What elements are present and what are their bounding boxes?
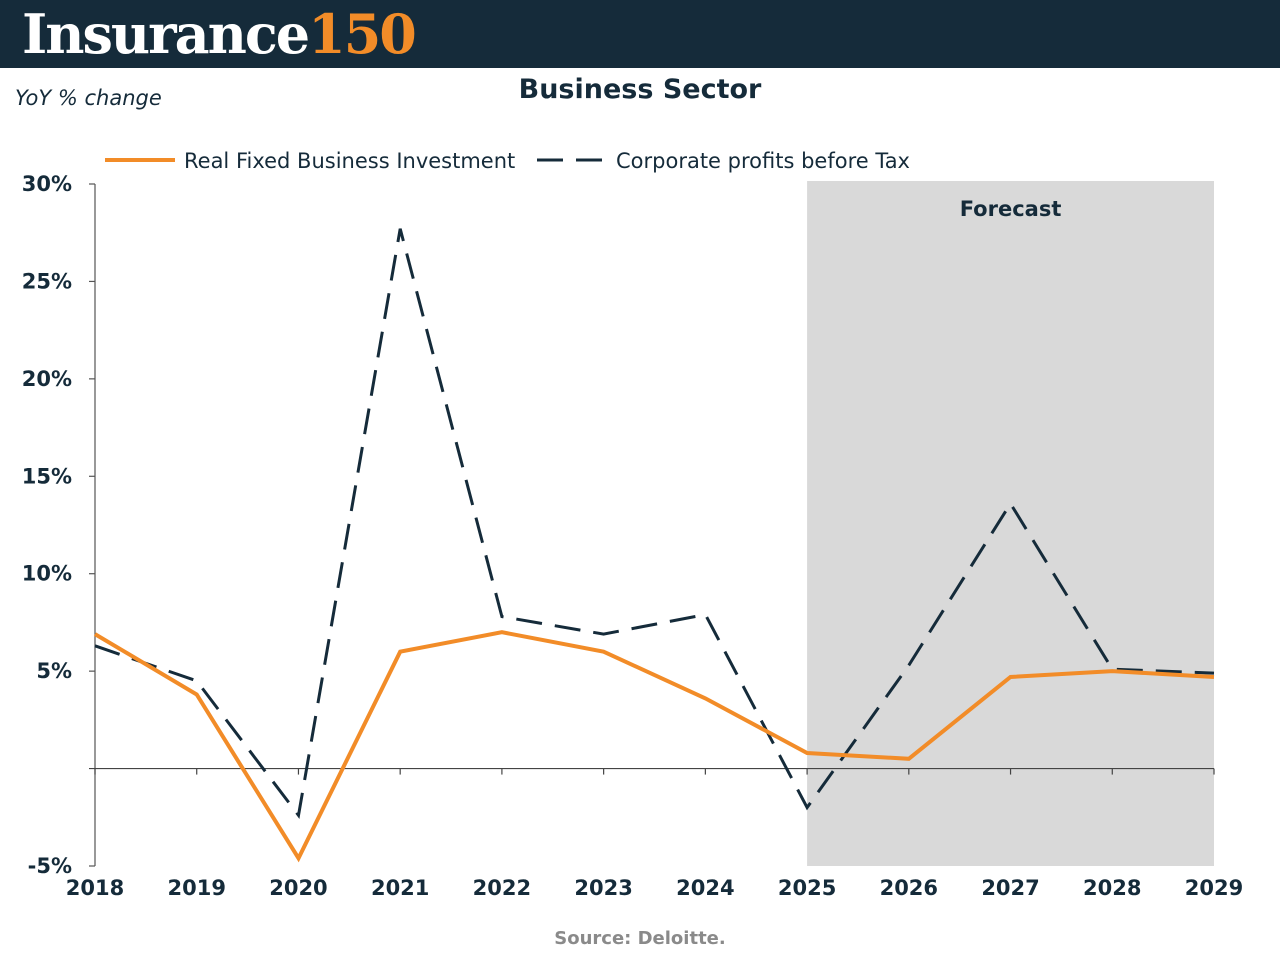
y-tick-label: 30%	[22, 172, 72, 196]
x-tick-label: 2018	[66, 876, 124, 900]
legend-label-real-fixed-business-investment: Real Fixed Business Investment	[184, 149, 515, 173]
brand-logo: Insurance150	[22, 0, 417, 68]
x-tick-label: 2019	[168, 876, 226, 900]
x-tick-label: 2021	[371, 876, 429, 900]
legend-label-corporate-profits-before-tax: Corporate profits before Tax	[616, 149, 910, 173]
x-tick-label: 2024	[676, 876, 734, 900]
x-tick-label: 2022	[473, 876, 531, 900]
y-tick-label: 10%	[22, 562, 72, 586]
forecast-region	[807, 181, 1214, 866]
y-tick-label: -5%	[28, 854, 72, 878]
logo-number: 150	[308, 2, 417, 66]
y-tick-label: 15%	[22, 464, 72, 488]
series-line-corporate-profits-before-tax	[94, 228, 1215, 819]
x-tick-label: 2023	[574, 876, 632, 900]
x-tick-label: 2020	[269, 876, 327, 900]
x-tick-label: 2027	[981, 876, 1039, 900]
series-line-real-fixed-business-investment	[93, 630, 1215, 863]
y-tick-label: 20%	[22, 367, 72, 391]
forecast-label: Forecast	[960, 197, 1062, 221]
x-tick-label: 2029	[1185, 876, 1243, 900]
y-tick-label: 5%	[36, 659, 72, 683]
chart-title: Business Sector	[518, 74, 762, 105]
x-tick-label: 2026	[880, 876, 938, 900]
source-note: Source: Deloitte.	[554, 928, 726, 949]
y-axis-units-label: YoY % change	[15, 86, 162, 110]
logo-word: Insurance	[22, 2, 310, 66]
x-tick-label: 2025	[778, 876, 836, 900]
x-tick-label: 2028	[1083, 876, 1141, 900]
y-tick-label: 25%	[22, 269, 72, 293]
header-bar: Insurance150	[0, 0, 1280, 68]
